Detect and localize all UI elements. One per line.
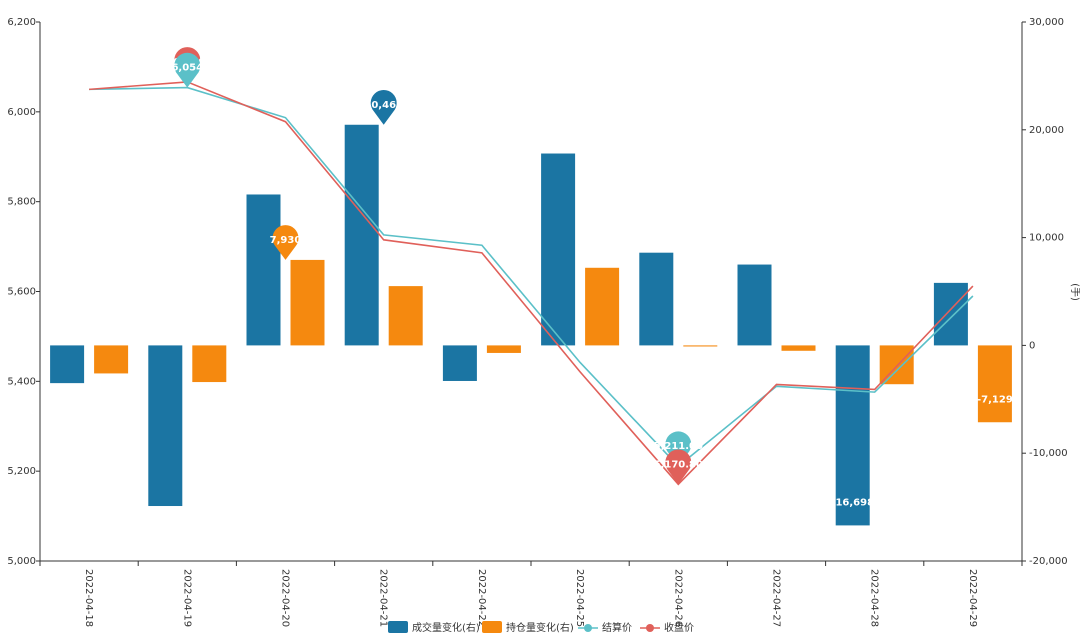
right-tick-label: 10,000: [1029, 233, 1064, 244]
x-tick-label: 2022-04-21: [378, 569, 389, 627]
bar-open-interest: [781, 345, 816, 351]
bar-open-interest: [977, 345, 1012, 423]
left-tick-label: 5,200: [7, 466, 36, 477]
bar-open-interest: [192, 345, 227, 383]
right-axis-unit-label: (手): [1069, 283, 1080, 301]
markers: -16,698-7,1296,066.606,05420,4687,9305,2…: [163, 47, 1013, 508]
right-tick-label: 30,000: [1029, 17, 1064, 28]
lines: [89, 81, 974, 486]
bar-volume: [50, 345, 85, 384]
bar-open-interest: [94, 345, 129, 374]
bar-open-interest: [486, 345, 521, 353]
bar-volume: [246, 194, 281, 346]
marker-pin-label: 6,054: [171, 63, 203, 74]
bar-volume: [541, 153, 576, 346]
right-tick-label: 20,000: [1029, 125, 1064, 136]
x-tick-label: 2022-04-19: [181, 569, 192, 627]
legend-label: 结算价: [602, 621, 632, 634]
marker-pin: [665, 449, 692, 485]
bars: [50, 124, 1012, 526]
left-tick-label: 6,000: [7, 107, 36, 118]
right-tick-label: 0: [1029, 340, 1035, 351]
legend: 成交量变化(右) 持仓量变化(右) 结算价 收盘价: [388, 621, 694, 634]
bar-volume: [737, 264, 772, 346]
legend-dot: [646, 624, 654, 632]
bar-volume: [442, 345, 477, 381]
x-tick-labels: 2022-04-18 2022-04-19 2022-04-20 2022-04-21…: [39, 561, 1023, 627]
marker-pin-label: 5,211.00: [654, 441, 703, 452]
bar-volume: [639, 252, 674, 346]
marker-pin: [665, 431, 692, 467]
left-tick-label: 5,400: [7, 376, 36, 387]
marker-pin: [174, 52, 201, 88]
bar-open-interest: [290, 259, 325, 346]
marker-pin: [272, 225, 299, 260]
x-tick-label: 2022-04-27: [771, 569, 782, 627]
legend-swatch: [388, 621, 408, 633]
x-tick-label: 2022-04-29: [967, 569, 978, 627]
left-tick-label: 5,800: [7, 197, 36, 208]
right-tick-label: -10,000: [1029, 448, 1068, 459]
x-tick-label: 2022-04-26: [672, 569, 683, 627]
x-tick-label: 2022-04-18: [83, 569, 94, 627]
legend-label: 收盘价: [664, 621, 694, 634]
legend-swatch: [482, 621, 502, 633]
bar-volume: [344, 124, 379, 346]
bar-open-interest: [683, 345, 718, 347]
bar-volume: [835, 345, 870, 526]
legend-label: 持仓量变化(右): [506, 621, 574, 634]
right-tick-label: -20,000: [1029, 556, 1068, 567]
bar-volume: [933, 282, 968, 346]
line-close-price: [89, 81, 974, 486]
left-tick-label: 5,600: [7, 287, 36, 298]
x-tick-label: 2022-04-22: [476, 569, 487, 627]
marker-pin-label: 5,170.80: [654, 459, 703, 470]
bar-open-interest: [585, 267, 620, 346]
marker-pin: [370, 89, 397, 125]
marker-pin-label: 7,930: [270, 235, 302, 246]
x-tick-label: 2022-04-20: [280, 569, 291, 627]
marker-pin-label: 20,468: [364, 100, 403, 111]
x-tick-label: 2022-04-28: [869, 569, 880, 627]
bar-volume: [148, 345, 183, 507]
legend-label: 成交量变化(右): [412, 621, 480, 634]
bar-data-label: -7,129: [977, 394, 1013, 405]
x-tick-label: 2022-04-25: [574, 569, 585, 627]
bar-data-label: -16,698: [831, 497, 874, 508]
bar-open-interest: [388, 286, 423, 346]
legend-dot: [584, 624, 592, 632]
left-tick-label: 6,200: [7, 17, 36, 28]
left-tick-label: 5,000: [7, 556, 36, 567]
